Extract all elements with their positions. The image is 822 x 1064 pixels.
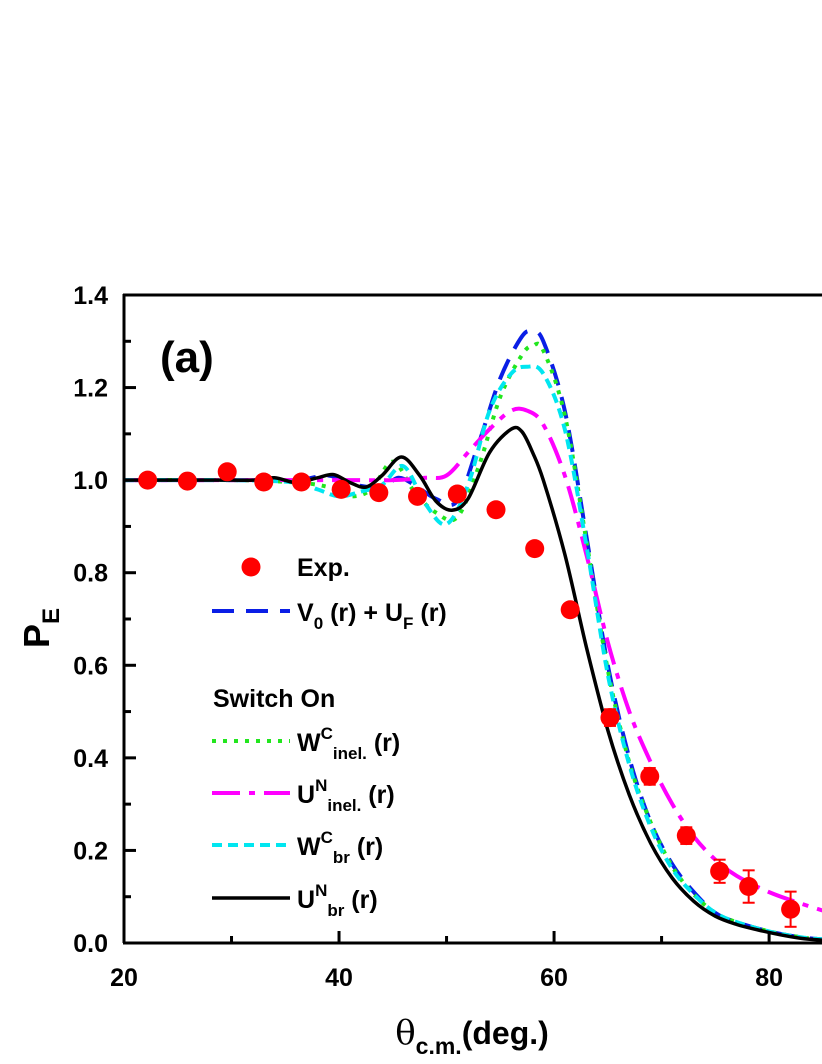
exp-point bbox=[291, 472, 311, 492]
exp-point bbox=[676, 826, 696, 846]
exp-point bbox=[217, 462, 237, 482]
legend-wc-inel-label: WCinel. (r) bbox=[297, 724, 400, 763]
exp-point bbox=[560, 600, 580, 620]
exp-point bbox=[177, 471, 197, 491]
legend-v0uf-label: V0 (r) + UF (r) bbox=[297, 599, 447, 633]
y-tick-label: 0.4 bbox=[73, 745, 108, 773]
x-tick-labels: 20 40 60 80 bbox=[110, 964, 783, 992]
x-tick-label: 20 bbox=[110, 964, 138, 992]
y-tick-label: 0.2 bbox=[73, 837, 108, 865]
y-tick-label: 1.4 bbox=[73, 282, 108, 310]
series-line-wc_br bbox=[123, 364, 822, 942]
x-tick-label: 40 bbox=[325, 964, 353, 992]
series-line-v0uf bbox=[124, 329, 822, 942]
exp-point bbox=[331, 479, 351, 499]
legend: Exp. V0 (r) + UF (r) Switch On WCinel. (… bbox=[212, 554, 447, 920]
panel-label: (a) bbox=[160, 333, 214, 382]
y-tick-label: 0.0 bbox=[73, 930, 108, 958]
exp-point bbox=[408, 486, 428, 506]
y-tick-label: 0.6 bbox=[73, 652, 108, 680]
y-tick-label: 1.2 bbox=[73, 375, 108, 403]
legend-exp-label: Exp. bbox=[297, 554, 350, 582]
exp-point bbox=[525, 539, 545, 559]
legend-un-br-label: UNbr (r) bbox=[297, 881, 378, 920]
exp-point bbox=[600, 708, 620, 728]
exp-point bbox=[486, 500, 506, 520]
y-tick-labels: 0.0 0.2 0.4 0.6 0.8 1.0 1.2 1.4 bbox=[73, 282, 108, 958]
exp-point bbox=[138, 470, 158, 490]
exp-point bbox=[739, 877, 759, 897]
x-axis-title: θc.m.(deg.) bbox=[395, 1013, 549, 1059]
exp-point bbox=[640, 766, 660, 786]
exp-point bbox=[710, 861, 730, 881]
exp-point bbox=[781, 899, 801, 919]
y-axis-title: PE bbox=[16, 608, 65, 648]
legend-wc-br-label: WCbr (r) bbox=[297, 828, 383, 867]
exp-point bbox=[369, 483, 389, 503]
series-layer bbox=[123, 329, 822, 942]
x-tick-label: 80 bbox=[755, 964, 783, 992]
series-line-wc_inel bbox=[123, 341, 822, 942]
legend-exp-marker bbox=[241, 557, 261, 577]
legend-un-inel-label: UNinel. (r) bbox=[297, 776, 395, 815]
y-tick-label: 0.8 bbox=[73, 560, 108, 588]
series-line-un_inel bbox=[124, 406, 822, 913]
y-tick-label: 1.0 bbox=[73, 467, 108, 495]
exp-points-layer bbox=[138, 462, 801, 928]
exp-point bbox=[447, 484, 467, 504]
x-tick-label: 60 bbox=[540, 964, 568, 992]
legend-heading: Switch On bbox=[213, 685, 335, 713]
exp-point bbox=[254, 472, 274, 492]
